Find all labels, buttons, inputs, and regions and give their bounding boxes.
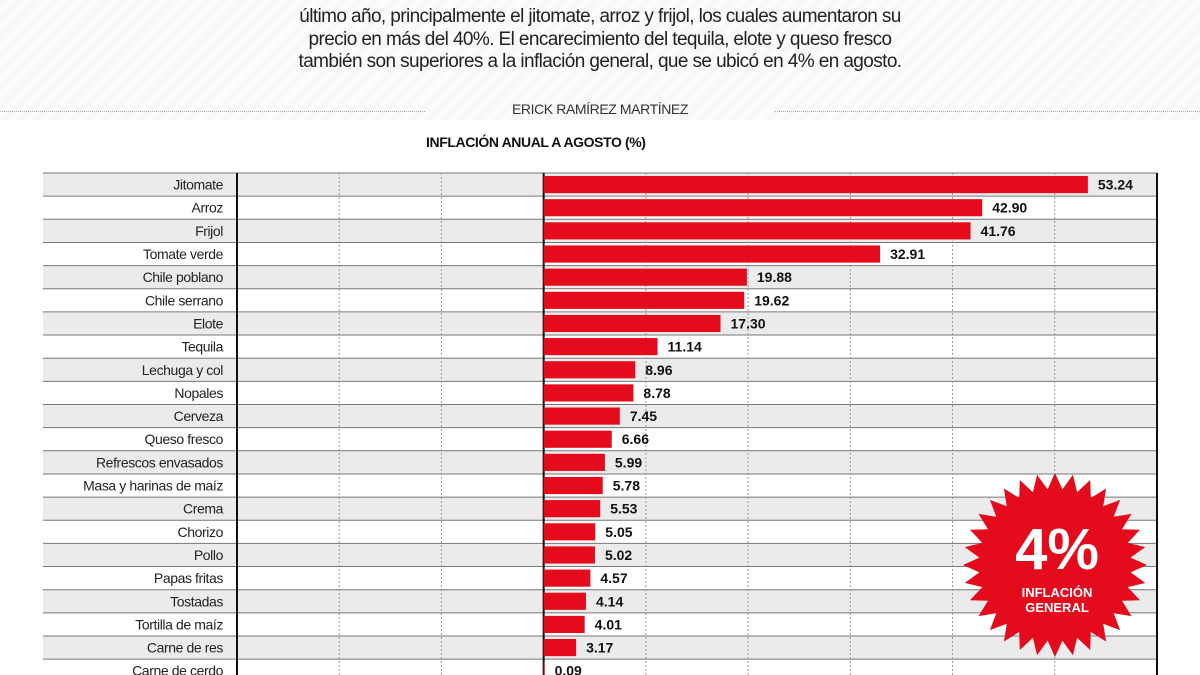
divider [0,111,425,112]
divider [775,111,1200,112]
category-label: Pollo [194,547,224,563]
category-label: Masa y harinas de maíz [83,478,223,494]
bar [543,476,603,495]
intro-line: último año, principalmente el jitomate, … [299,6,901,27]
row-band [43,543,1157,567]
value-label: 4.14 [596,593,623,609]
bar [543,546,595,564]
value-label: 0.09 [555,663,582,675]
bar [543,430,612,448]
bar [543,222,971,240]
category-label: Jitomate [173,177,223,193]
bar [543,361,636,379]
bar [543,199,983,217]
bar [543,500,601,518]
bar [543,176,1088,194]
value-label: 5.53 [610,501,637,517]
value-label: 8.96 [645,362,672,378]
category-label: Tostadas [170,593,223,609]
value-label: 8.78 [643,385,670,401]
bar [543,592,586,610]
badge-label: INFLACIÓN [1022,585,1093,600]
bar [543,569,591,587]
category-label: Refrescos envasados [96,454,223,470]
bar [543,407,620,425]
bar [543,245,881,263]
category-label: Chorizo [178,524,224,540]
category-label: Carne de res [147,640,224,656]
bar [543,639,577,657]
bar [543,523,596,541]
value-label: 17.30 [731,315,766,331]
bar [543,291,745,309]
category-label: Nopales [174,385,223,401]
category-label: Frijol [195,223,223,239]
row-band [43,520,1157,544]
row-band [43,589,1157,613]
bar [543,453,605,471]
row-band [43,612,1157,636]
bar [543,384,634,402]
value-label: 5.99 [615,454,642,470]
row-band [43,659,1157,675]
category-label: Cerveza [174,408,224,424]
category-label: Arroz [192,200,224,216]
bar [543,314,721,333]
category-label: Chile serrano [145,292,224,308]
row-band [43,636,1157,660]
category-label: Lechuga y col [142,362,223,378]
value-label: 3.17 [586,640,613,656]
value-label: 7.45 [630,408,657,424]
badge-label: GENERAL [1025,600,1089,615]
category-label: Tequila [181,339,223,355]
intro-line: también son superiores a la inflación ge… [298,51,903,72]
category-label: Papas fritas [154,570,224,586]
value-label: 19.88 [757,269,792,285]
category-label: Crema [183,501,224,517]
value-label: 6.66 [622,431,649,447]
bar [543,615,585,633]
value-label: 4.01 [595,616,622,632]
value-label: 5.05 [605,524,632,540]
bar [543,662,545,675]
value-label: 42.90 [992,200,1027,216]
chart-title: INFLACIÓN ANUAL A AGOSTO (%) [426,134,646,150]
value-label: 11.14 [668,339,702,355]
starburst-badge [963,473,1147,657]
badge-value: 4% [1015,517,1099,582]
category-label: Tortilla de maíz [135,616,223,632]
category-label: Queso fresco [145,431,224,447]
value-label: 4.57 [600,570,627,586]
intro-line: precio en más del 40%. El encarecimiento… [308,29,893,50]
value-label: 5.02 [605,547,632,563]
row-band [43,566,1157,590]
value-label: 53.24 [1098,177,1133,193]
bar [543,268,747,286]
category-label: Chile poblano [143,269,224,285]
value-label: 32.91 [890,246,925,262]
category-label: Carne de cerdo [132,663,224,675]
value-label: 5.78 [613,478,640,494]
byline: ERICK RAMÍREZ MARTÍNEZ [511,101,689,117]
value-label: 19.62 [754,292,789,308]
intro-block: último año, principalmente el jitomate, … [0,0,1200,120]
bar [543,338,658,356]
category-label: Tomate verde [143,246,224,262]
category-label: Elote [193,315,224,331]
value-label: 41.76 [981,223,1016,239]
